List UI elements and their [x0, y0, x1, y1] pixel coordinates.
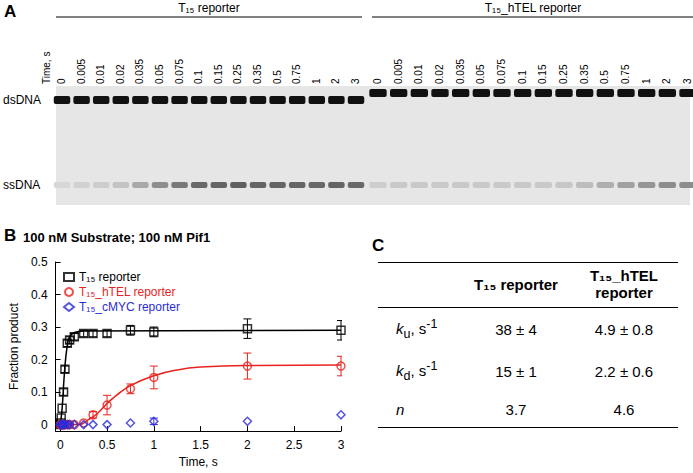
html-text:n: n	[396, 401, 405, 418]
html-text:T₁₅ reporter: T₁₅ reporter	[474, 275, 558, 293]
svg-text:0.2: 0.2	[31, 353, 48, 367]
svg-text:1.5: 1.5	[192, 438, 209, 452]
svg-text:0.4: 0.4	[31, 288, 48, 302]
svg-text:0.1: 0.1	[31, 385, 48, 399]
svg-text:T₁₅_cMYC reporter: T₁₅_cMYC reporter	[79, 300, 180, 314]
svg-text:T₁₅_hTEL reporter: T₁₅_hTEL reporter	[79, 285, 175, 299]
svg-text:0.005: 0.005	[76, 59, 87, 84]
html-text:A: A	[4, 2, 17, 21]
html-text:3.7: 3.7	[505, 401, 527, 418]
svg-text:0.5: 0.5	[272, 70, 283, 84]
svg-text:0: 0	[57, 438, 64, 452]
html-text:2.2 ± 0.6: 2.2 ± 0.6	[594, 362, 654, 380]
svg-text:3: 3	[338, 438, 345, 452]
svg-text:0.75: 0.75	[620, 64, 631, 84]
html-text:ku, s-1: ku, s-1	[396, 317, 438, 341]
html-text:B: B	[4, 226, 17, 245]
svg-text:0.075: 0.075	[174, 59, 185, 84]
svg-text:0.1: 0.1	[193, 70, 204, 84]
svg-text:0.02: 0.02	[115, 64, 126, 84]
svg-text:1: 1	[641, 78, 652, 84]
svg-text:0: 0	[41, 418, 48, 432]
svg-text:0.15: 0.15	[213, 64, 224, 84]
svg-text:0.75: 0.75	[291, 64, 302, 84]
html-text:38 ± 4: 38 ± 4	[495, 320, 537, 338]
svg-text:0.35: 0.35	[252, 64, 263, 84]
svg-text:T₁₅_hTEL reporter: T₁₅_hTEL reporter	[485, 1, 581, 15]
svg-text:100 nM Substrate; 100 nM Pif1: 100 nM Substrate; 100 nM Pif1	[23, 230, 210, 245]
svg-text:3: 3	[682, 78, 693, 84]
svg-text:0.005: 0.005	[393, 59, 404, 84]
html-text:T₁₅_hTEL reporter: T₁₅_hTEL reporter	[590, 267, 658, 301]
svg-text:0.5: 0.5	[31, 255, 48, 269]
svg-text:0.01: 0.01	[413, 64, 424, 84]
svg-text:2: 2	[661, 78, 672, 84]
svg-text:0.035: 0.035	[134, 59, 145, 84]
svg-text:ssDNA: ssDNA	[3, 178, 40, 192]
svg-text:0.075: 0.075	[496, 59, 507, 84]
svg-text:Fraction product: Fraction product	[7, 303, 21, 390]
svg-text:0: 0	[56, 78, 67, 84]
svg-text:1: 1	[311, 78, 322, 84]
svg-text:0.05: 0.05	[475, 64, 486, 84]
svg-text:0.01: 0.01	[95, 64, 106, 84]
svg-text:T₁₅ reporter: T₁₅ reporter	[79, 270, 141, 284]
svg-text:1: 1	[150, 438, 157, 452]
svg-text:2: 2	[244, 438, 251, 452]
svg-text:0.035: 0.035	[455, 59, 466, 84]
svg-text:0.1: 0.1	[517, 70, 528, 84]
html-text:4.6: 4.6	[613, 401, 635, 418]
html-text:15 ± 1: 15 ± 1	[495, 362, 537, 380]
svg-text:0.5: 0.5	[599, 70, 610, 84]
html-text:4.9 ± 0.8: 4.9 ± 0.8	[594, 320, 654, 338]
svg-text:0.25: 0.25	[558, 64, 569, 84]
html-text:kd, s-1: kd, s-1	[396, 359, 438, 383]
svg-text:0.05: 0.05	[154, 64, 165, 84]
svg-text:0.25: 0.25	[232, 64, 243, 84]
svg-text:dsDNA: dsDNA	[3, 93, 41, 107]
html-text:C: C	[372, 236, 385, 255]
svg-text:3: 3	[350, 78, 361, 84]
svg-text:2: 2	[330, 78, 341, 84]
svg-text:0.02: 0.02	[434, 64, 445, 84]
svg-text:0: 0	[372, 78, 383, 84]
svg-text:0.35: 0.35	[579, 64, 590, 84]
svg-text:Time, s: Time, s	[41, 52, 52, 84]
svg-text:2.5: 2.5	[286, 438, 303, 452]
svg-text:0.5: 0.5	[99, 438, 116, 452]
svg-text:0.15: 0.15	[537, 64, 548, 84]
svg-text:Time, s: Time, s	[179, 455, 218, 469]
svg-text:T₁₅ reporter: T₁₅ reporter	[178, 1, 240, 15]
svg-text:0.3: 0.3	[31, 320, 48, 334]
